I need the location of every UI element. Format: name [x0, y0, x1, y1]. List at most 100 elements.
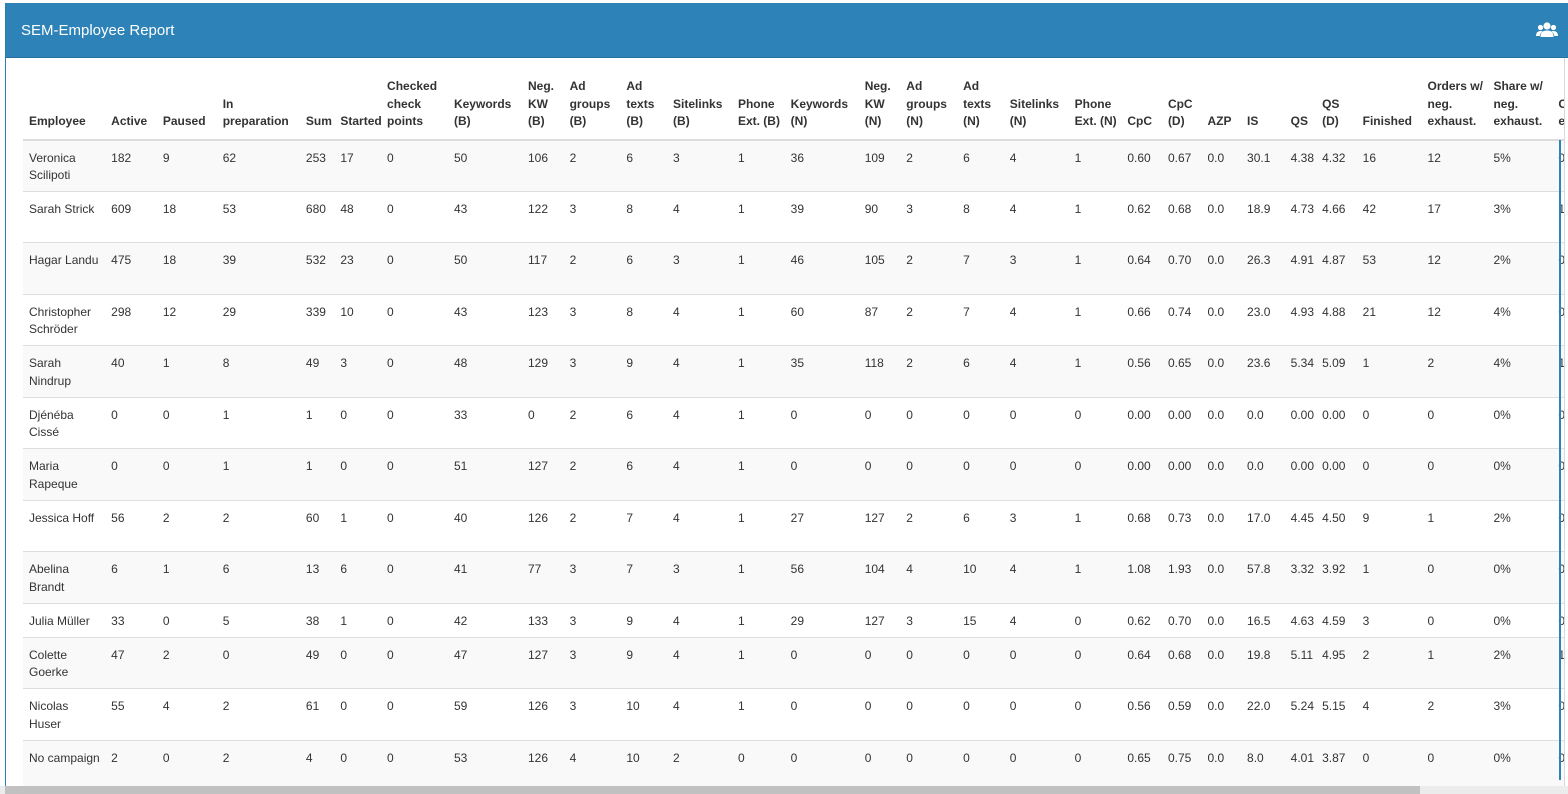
- table-cell: 4.59: [1316, 602, 1357, 637]
- column-header[interactable]: Checked check points: [381, 78, 448, 141]
- column-header[interactable]: Neg. KW (N): [858, 78, 901, 141]
- column-header[interactable]: AZP: [1201, 78, 1242, 141]
- table-cell: 2: [156, 499, 217, 552]
- table-cell: 1: [1421, 499, 1488, 552]
- table-cell: 3: [563, 551, 621, 603]
- table-cell: 1: [1356, 345, 1422, 397]
- column-header[interactable]: Phone Ext. (N): [1068, 78, 1122, 141]
- table-cell: 5.34: [1284, 345, 1317, 397]
- table-cell: 4.66: [1316, 190, 1357, 243]
- table-cell: 298: [105, 293, 157, 346]
- table-cell: 0: [1421, 739, 1488, 792]
- column-header[interactable]: Finished: [1356, 78, 1422, 141]
- table-cell: 127: [522, 448, 564, 500]
- table-cell: 0.56: [1121, 688, 1162, 740]
- table-cell: 3: [1003, 499, 1069, 552]
- table-cell: 0: [957, 739, 1004, 792]
- table-cell: 0%: [1487, 448, 1553, 500]
- column-header[interactable]: Ad groups (N): [900, 78, 958, 141]
- table-row[interactable]: No campaign 2 0 2 4 0 0 53 126 4 10 2 0 0 0 0 0 0 0 0.65 0.7…: [23, 739, 1564, 792]
- table-row[interactable]: Veronica Scilipoti 182 9 62 253 17 0 50 106 2 6 3 1 3…: [23, 139, 1564, 191]
- column-header[interactable]: Neg. KW (B): [522, 78, 564, 141]
- column-header[interactable]: Keywords (N): [784, 78, 859, 141]
- table-cell: 40: [447, 499, 522, 552]
- table-row[interactable]: Maria Rapeque 0 0 1 1 0 0 51 127 2 6 4 1 0 0 0 0 0 0 0.00 0.…: [23, 448, 1564, 500]
- column-header[interactable]: Sitelinks (B): [667, 78, 732, 141]
- column-header[interactable]: IS: [1241, 78, 1285, 141]
- table-row[interactable]: Colette Goerke 47 2 0 49 0 0 47 127 3 9 4 1 0 0 0 0 0 0 0.6…: [23, 636, 1564, 689]
- table-cell: 6: [620, 242, 668, 294]
- table-cell: 0: [1068, 602, 1122, 637]
- users-icon[interactable]: [1536, 21, 1558, 41]
- table-cell: 0: [1421, 602, 1488, 637]
- table-cell: 0: [334, 688, 382, 740]
- table-cell: 61: [299, 688, 335, 740]
- table-cell: 4: [667, 190, 732, 243]
- table-cell: 1: [731, 396, 785, 449]
- table-row[interactable]: Djénéba Cissé 0 0 1 1 0 0 33 0 2 6 4 1 0 0 0 0 0 0 0.00 0.00…: [23, 396, 1564, 449]
- table-cell: 0.75: [1161, 739, 1202, 792]
- column-header[interactable]: Active: [105, 78, 157, 141]
- column-header[interactable]: In preparation: [216, 78, 300, 141]
- table-cell: 17: [334, 139, 382, 191]
- table-cell: 1: [156, 551, 217, 603]
- table-cell: 60: [299, 499, 335, 552]
- table-cell: 4: [299, 739, 335, 792]
- table-cell: 0: [381, 636, 448, 689]
- table-cell: 9: [156, 139, 217, 191]
- table-row[interactable]: Nicolas Huser 55 4 2 61 0 0 59 126 3 10 4 1 0 0 0 0 0 0 0.5…: [23, 688, 1564, 740]
- table-cell: 4: [667, 396, 732, 449]
- table-cell: 1: [731, 242, 785, 294]
- table-cell: 0: [334, 739, 382, 792]
- table-cell: 0: [957, 396, 1004, 449]
- table-cell: 3: [563, 345, 621, 397]
- column-header[interactable]: Employee: [23, 78, 106, 141]
- column-header[interactable]: Ad texts (B): [620, 78, 668, 141]
- table-cell: 39: [216, 242, 300, 294]
- table-cell: 35: [784, 345, 859, 397]
- table-row[interactable]: Sarah Nindrup 40 1 8 49 3 0 48 129 3 9 4 1 35 118 2 6 4 1 0…: [23, 345, 1564, 397]
- table-row[interactable]: Jessica Hoff 56 2 2 60 1 0 40 126 2 7 4 1 27 127 2 6 3 1 0.…: [23, 499, 1564, 552]
- table-row[interactable]: Christopher Schröder 298 12 29 339 10 0 43 123 3 8…: [23, 293, 1564, 346]
- table-cell: 1: [731, 688, 785, 740]
- column-header[interactable]: Keywords (B): [447, 78, 522, 141]
- table-cell: 8: [957, 190, 1004, 243]
- table-cell: 0: [381, 499, 448, 552]
- table-cell: 4.91: [1284, 242, 1317, 294]
- column-header[interactable]: Share w/ neg. exhaust.: [1487, 78, 1553, 141]
- column-header[interactable]: Phone Ext. (B): [731, 78, 785, 141]
- table-cell: 0: [784, 396, 859, 449]
- column-header[interactable]: Started: [334, 78, 382, 141]
- column-header[interactable]: CpC (D): [1161, 78, 1202, 141]
- column-header[interactable]: Ad texts (N): [957, 78, 1004, 141]
- table-cell: 1: [731, 190, 785, 243]
- column-header[interactable]: Ad groups (B): [563, 78, 621, 141]
- column-header[interactable]: Sitelinks (N): [1003, 78, 1069, 141]
- table-cell: 18: [156, 242, 217, 294]
- column-header[interactable]: Paused: [156, 78, 217, 141]
- table-row[interactable]: Sarah Strick 609 18 53 680 48 0 43 122 3 8 4 1 39 90 3 8…: [23, 190, 1564, 243]
- table-cell: 0: [381, 396, 448, 449]
- table-cell: 0: [1552, 293, 1564, 346]
- table-cell: 1: [731, 602, 785, 637]
- table-cell: 3.87: [1316, 739, 1357, 792]
- horizontal-scrollbar-thumb[interactable]: [5, 786, 1420, 794]
- table-cell: 90: [858, 190, 901, 243]
- column-header[interactable]: Orders w/ neg. exhaust.: [1421, 78, 1488, 141]
- column-header[interactable]: Sum: [299, 78, 335, 141]
- table-cell: 0.64: [1121, 242, 1162, 294]
- table-cell: 0: [784, 739, 859, 792]
- table-row[interactable]: Hagar Landu 475 18 39 532 23 0 50 117 2 6 3 1 46 105 2 7…: [23, 242, 1564, 294]
- table-row[interactable]: Abelina Brandt 6 1 6 13 6 0 41 77 3 7 3 1 56 104 4 10 4 1 1…: [23, 551, 1564, 603]
- table-cell: 19.8: [1241, 636, 1285, 689]
- table-row[interactable]: Julia Müller 33 0 5 38 1 0 42 133 3 9 4 1 29 127 3 15 4 0 0…: [23, 602, 1564, 637]
- table-cell: 3: [1356, 602, 1422, 637]
- column-header[interactable]: QS: [1284, 78, 1317, 141]
- table-cell: 49: [299, 345, 335, 397]
- column-header[interactable]: QS (D): [1316, 78, 1357, 141]
- column-header[interactable]: C v e: [1552, 78, 1564, 141]
- table-cell: 2: [156, 636, 217, 689]
- table-cell: 127: [858, 499, 901, 552]
- column-header[interactable]: CpC: [1121, 78, 1162, 141]
- table-cell: 12: [1421, 139, 1488, 191]
